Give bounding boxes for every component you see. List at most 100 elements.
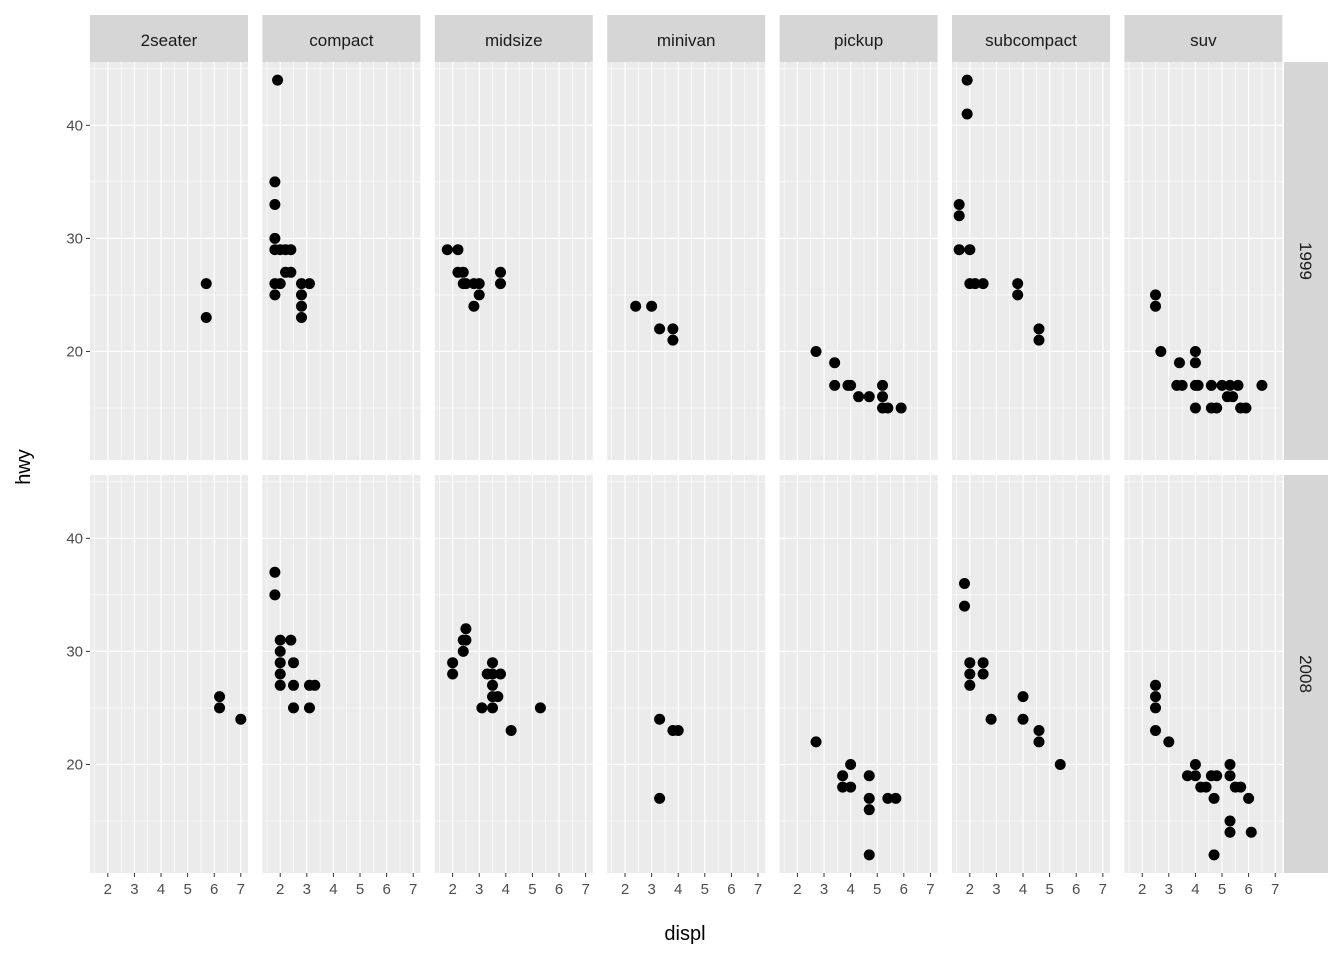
data-point <box>447 657 459 669</box>
data-point <box>654 323 666 335</box>
data-point <box>1150 289 1162 301</box>
data-point <box>977 278 989 290</box>
data-point <box>1033 323 1045 335</box>
data-point <box>487 657 499 669</box>
data-point <box>882 402 894 414</box>
data-point <box>1012 289 1024 301</box>
data-point <box>441 244 453 256</box>
x-tick-label: 7 <box>237 881 245 898</box>
data-point <box>1181 770 1193 782</box>
x-tick-label: 3 <box>1165 881 1173 898</box>
panel-background <box>1124 62 1283 460</box>
x-tick-label: 2 <box>448 881 456 898</box>
data-point <box>473 278 485 290</box>
data-point <box>269 566 281 578</box>
data-point <box>1017 713 1029 725</box>
data-point <box>1224 826 1236 838</box>
x-tick-label: 7 <box>581 881 589 898</box>
data-point <box>1240 402 1252 414</box>
y-tick-label: 30 <box>66 230 83 247</box>
data-point <box>460 623 472 635</box>
x-tick-label: 5 <box>701 881 709 898</box>
data-point <box>1211 770 1223 782</box>
data-point <box>1208 792 1220 804</box>
facet-strip-2seater <box>90 15 248 62</box>
data-point <box>269 289 281 301</box>
x-tick-label: 7 <box>754 881 762 898</box>
data-point <box>460 278 472 290</box>
data-point <box>285 244 297 256</box>
y-tick-label: 40 <box>66 530 83 547</box>
data-point <box>1208 849 1220 861</box>
x-tick-label: 2 <box>793 881 801 898</box>
panel-midsize-2008: 2 3 4 5 6 7 <box>434 475 593 898</box>
data-point <box>1150 691 1162 703</box>
y-tick-label: 20 <box>66 343 83 360</box>
data-point <box>1033 725 1045 737</box>
x-tick-label: 5 <box>356 881 364 898</box>
data-point <box>1176 379 1188 391</box>
data-point <box>667 334 679 346</box>
facet-strip-pickup <box>779 15 938 62</box>
data-point <box>495 266 507 278</box>
data-point <box>853 391 865 403</box>
data-point <box>460 634 472 646</box>
panel-background <box>607 475 766 873</box>
facet-strip-suv <box>1124 15 1283 62</box>
data-point <box>274 679 286 691</box>
data-point <box>667 323 679 335</box>
data-point <box>877 391 889 403</box>
facet-label: minivan <box>657 31 716 50</box>
data-point <box>1150 725 1162 737</box>
x-tick-label: 5 <box>1045 881 1053 898</box>
panel-background <box>262 62 421 460</box>
data-point <box>1227 391 1239 403</box>
panel-minivan-2008: 2 3 4 5 6 7 <box>607 475 766 898</box>
facet-label: suv <box>1190 31 1217 50</box>
x-tick-label: 6 <box>1072 881 1080 898</box>
x-tick-label: 2 <box>104 881 112 898</box>
panel-midsize-1999 <box>434 62 593 460</box>
data-point <box>630 300 642 312</box>
data-point <box>810 736 822 748</box>
data-point <box>959 578 971 590</box>
data-point <box>303 702 315 714</box>
x-tick-label: 6 <box>210 881 218 898</box>
x-tick-label: 3 <box>130 881 138 898</box>
data-point <box>495 668 507 680</box>
panel-background <box>434 62 593 460</box>
x-tick-label: 6 <box>727 881 735 898</box>
panel-suv-1999 <box>1124 62 1283 460</box>
data-point <box>882 792 894 804</box>
data-point <box>1232 379 1244 391</box>
x-tick-label: 3 <box>647 881 655 898</box>
x-tick-label: 3 <box>820 881 828 898</box>
data-point <box>863 770 875 782</box>
panel-compact-1999 <box>262 62 421 460</box>
data-point <box>274 278 286 290</box>
x-tick-label: 7 <box>1099 881 1107 898</box>
data-point <box>829 357 841 369</box>
data-point <box>447 668 459 680</box>
data-point <box>1163 736 1175 748</box>
data-point <box>473 289 485 301</box>
data-point <box>1243 792 1255 804</box>
data-point <box>977 668 989 680</box>
data-point <box>964 679 976 691</box>
data-point <box>274 634 286 646</box>
data-point <box>1224 815 1236 827</box>
data-point <box>863 792 875 804</box>
data-point <box>961 74 973 86</box>
panel-subcompact-2008: 2 3 4 5 6 7 <box>952 475 1110 898</box>
data-point <box>288 679 300 691</box>
x-tick-label: 7 <box>409 881 417 898</box>
data-point <box>274 657 286 669</box>
data-point <box>1150 679 1162 691</box>
facet-label: midsize <box>485 31 543 50</box>
data-point <box>845 379 857 391</box>
data-point <box>1189 770 1201 782</box>
data-point <box>953 198 965 210</box>
x-tick-label: 3 <box>475 881 483 898</box>
data-point <box>890 792 902 804</box>
